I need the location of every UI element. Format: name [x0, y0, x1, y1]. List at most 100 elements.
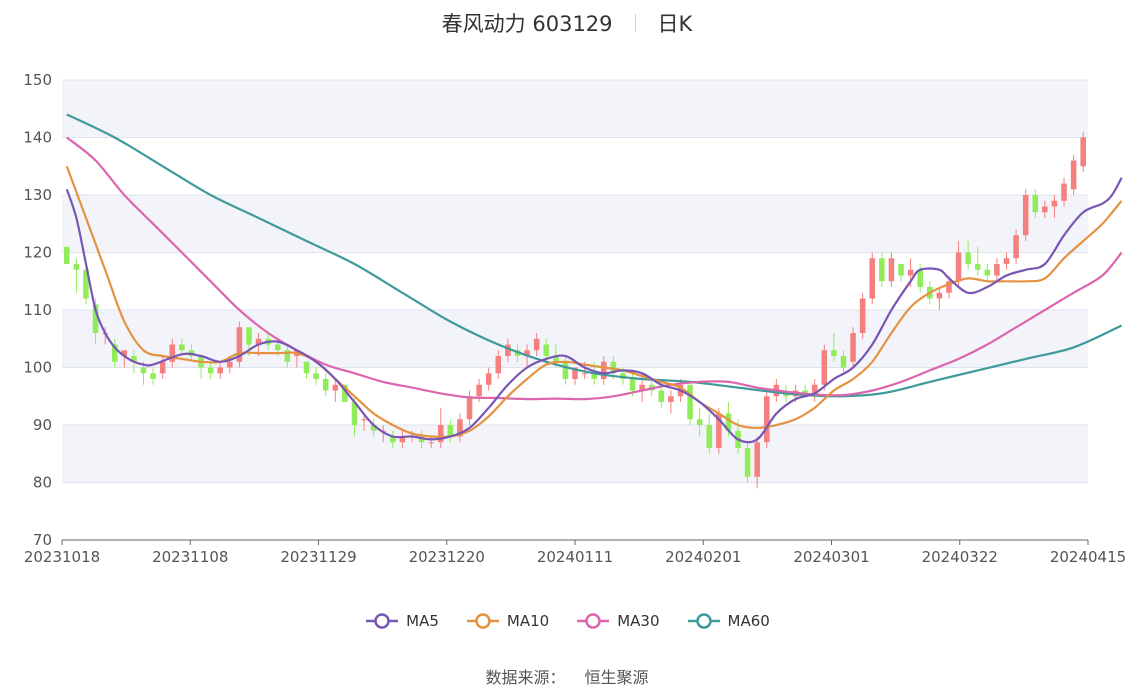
grid-band — [62, 80, 1088, 138]
candle-down — [744, 442, 751, 483]
candle-body — [1032, 195, 1039, 213]
candle-body — [811, 384, 818, 397]
candle-body — [150, 373, 156, 379]
candle-body — [763, 396, 770, 443]
candle-body — [831, 350, 837, 356]
candle-body — [246, 327, 252, 345]
candle-body — [524, 350, 530, 356]
candle-body — [370, 425, 377, 431]
x-tick-label: 20240201 — [665, 548, 741, 566]
candle-down — [658, 384, 665, 408]
candle-down — [418, 430, 425, 448]
candle-body — [274, 344, 281, 351]
legend-item-ma30[interactable]: MA30 — [575, 612, 660, 630]
candle-body — [1042, 206, 1048, 213]
candle-down — [284, 344, 291, 368]
candle-down — [303, 361, 310, 379]
candle-body — [140, 367, 147, 374]
candle-up — [1042, 200, 1048, 218]
candle-body — [83, 269, 89, 299]
stock-title: 春风动力 603129 — [442, 8, 613, 38]
y-tick-label: 70 — [33, 531, 52, 549]
y-tick-label: 150 — [23, 71, 52, 89]
chart-header: 春风动力 603129 日K — [0, 6, 1134, 40]
x-tick-label: 20240301 — [793, 548, 869, 566]
candle-body — [111, 344, 118, 362]
candle-up — [668, 390, 674, 414]
candle-down — [696, 407, 703, 437]
legend-item-ma60[interactable]: MA60 — [686, 612, 770, 630]
candle-up — [1022, 189, 1029, 241]
candle-body — [447, 425, 454, 437]
candle-body — [840, 356, 847, 368]
candle-down — [73, 258, 80, 293]
candle-body — [917, 269, 923, 287]
y-tick-label: 100 — [23, 359, 52, 377]
y-tick-label: 120 — [23, 244, 52, 262]
candle-body — [485, 373, 492, 385]
x-tick-label: 20231018 — [24, 548, 100, 566]
candle-body — [159, 361, 166, 374]
legend-label: MA10 — [506, 612, 550, 630]
candle-body — [687, 384, 693, 420]
candlestick-chart[interactable]: 70 80 90 100 110 120 130 140 150 20231018 20231108… — [0, 0, 1134, 600]
candle-up — [1003, 252, 1010, 270]
candle-body — [332, 384, 339, 391]
candle-up — [457, 413, 463, 443]
candle-down — [150, 367, 156, 385]
candle-up — [485, 367, 492, 391]
candle-body — [121, 350, 128, 356]
candle-body — [361, 419, 367, 421]
legend-marker-icon — [577, 613, 610, 629]
candle-up — [1080, 131, 1086, 172]
line-ma5 — [65, 177, 1123, 444]
candle-down — [974, 246, 981, 276]
candle-body — [562, 361, 569, 379]
candle-down — [898, 264, 904, 282]
candle-body — [428, 442, 434, 444]
y-tick-label: 110 — [23, 301, 52, 319]
candle-up — [437, 407, 444, 448]
candle-down — [390, 430, 396, 448]
candle-body — [1080, 137, 1086, 167]
candle-body — [73, 264, 80, 270]
candle-down — [879, 252, 885, 287]
candle-body — [1051, 200, 1058, 207]
candle-down — [447, 419, 454, 443]
legend-item-ma10[interactable]: MA10 — [465, 612, 549, 630]
period-label[interactable]: 日K — [657, 12, 693, 36]
x-axis: 20231018 20231108 20231129 20231220 20240111… — [24, 539, 1126, 566]
candle-body — [955, 252, 962, 282]
candle-body — [850, 333, 856, 362]
candle-body — [974, 264, 981, 270]
candle-down — [313, 367, 319, 385]
candle-body — [543, 344, 550, 356]
line-ma60 — [66, 113, 1123, 398]
legend-item-ma5[interactable]: MA5 — [364, 612, 439, 630]
candle-up — [533, 333, 540, 356]
stock-code: 603129 — [532, 12, 613, 36]
candle-up — [1013, 229, 1019, 264]
candle-body — [1003, 258, 1010, 264]
legend-marker-icon — [687, 613, 720, 629]
candle-up — [859, 292, 866, 339]
candle-body — [227, 361, 233, 368]
candle-body — [533, 338, 540, 351]
candle-body — [476, 384, 482, 397]
candle-up — [600, 356, 607, 385]
candle-body — [610, 361, 617, 374]
candle-down — [1032, 189, 1039, 218]
candle-body — [553, 356, 559, 362]
candle-body — [418, 436, 425, 443]
y-tick-label: 80 — [33, 474, 52, 492]
candle-down — [111, 338, 118, 368]
candle-body — [744, 448, 751, 477]
candle-body — [505, 344, 511, 356]
x-tick-label: 20240322 — [922, 548, 998, 566]
candle-body — [207, 367, 214, 374]
candle-body — [495, 356, 502, 374]
candle-body — [466, 396, 473, 420]
candle-up — [821, 344, 828, 391]
candle-body — [236, 327, 243, 362]
candle-up — [1061, 177, 1067, 207]
